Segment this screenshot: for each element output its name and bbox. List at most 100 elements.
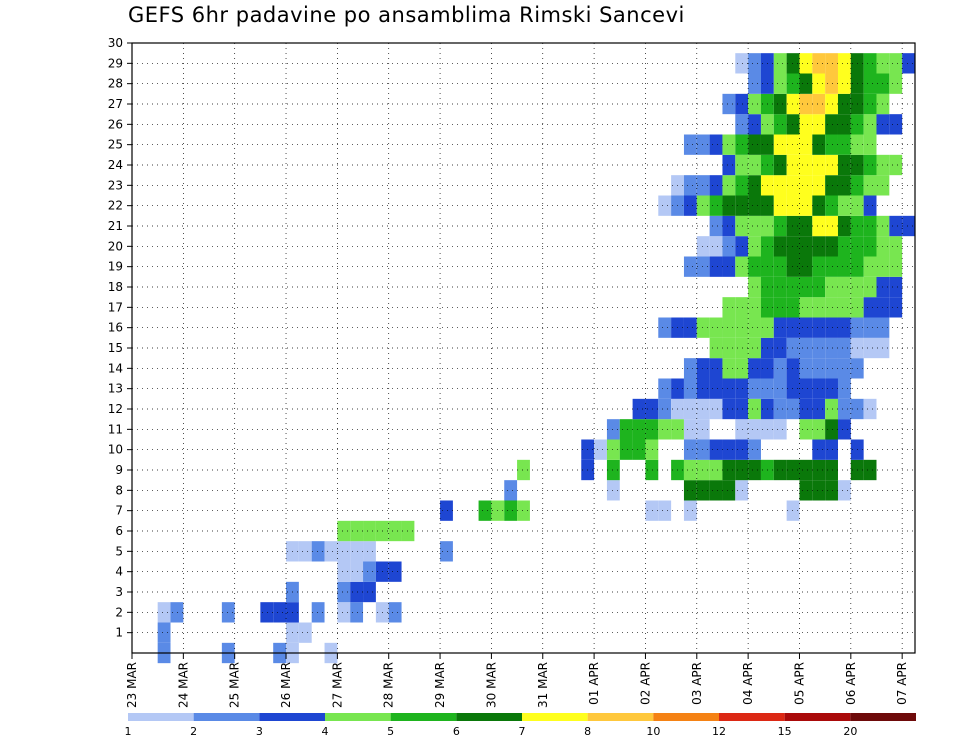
heatmap-cell — [748, 256, 761, 277]
heatmap-cell — [683, 378, 697, 399]
heatmap-cell — [889, 297, 903, 318]
y-tick-label: 20 — [108, 239, 123, 253]
heatmap-cell — [683, 500, 697, 521]
legend-swatch — [850, 713, 916, 721]
heatmap-cell — [889, 73, 903, 94]
heatmap-cell — [863, 276, 877, 298]
legend-swatch — [259, 713, 325, 721]
heatmap-cell — [311, 541, 325, 562]
heatmap-cell — [683, 256, 697, 277]
heatmap-cell — [786, 297, 800, 318]
x-tick-label: 27 MAR — [330, 662, 344, 708]
heatmap-cell — [799, 358, 813, 379]
heatmap-cell — [812, 195, 826, 216]
heatmap-cell — [863, 256, 877, 277]
heatmap-cell — [709, 236, 723, 257]
heatmap-cell — [388, 520, 402, 542]
x-tick-label: 29 MAR — [433, 662, 447, 708]
heatmap-cell — [837, 195, 851, 216]
heatmap-cell — [324, 541, 338, 562]
heatmap-cell — [812, 175, 826, 196]
heatmap-cell — [735, 236, 749, 257]
heatmap-cell — [786, 53, 800, 74]
heatmap-cell — [337, 561, 351, 582]
heatmap-cell — [735, 114, 749, 135]
heatmap-cell — [709, 378, 723, 399]
heatmap-cell — [337, 520, 351, 542]
heatmap-cell — [735, 297, 749, 318]
heatmap-cell — [773, 195, 787, 216]
heatmap-cell — [388, 561, 402, 582]
x-tick-label: 05 APR — [792, 662, 806, 705]
heatmap-cell — [863, 459, 877, 481]
heatmap-cell — [812, 398, 826, 420]
x-tick-label: 04 APR — [741, 662, 755, 705]
heatmap-cell — [889, 236, 903, 257]
heatmap-cell — [709, 256, 723, 277]
heatmap-cell — [722, 256, 736, 277]
heatmap-cell — [748, 317, 761, 338]
heatmap-cell — [812, 154, 826, 176]
heatmap-cell — [298, 541, 312, 562]
x-tick-label: 30 MAR — [484, 662, 498, 708]
heatmap-cell — [709, 175, 723, 196]
heatmap-cell — [773, 256, 787, 277]
heatmap-cell — [837, 154, 851, 176]
y-axis: 1234567891011121314151617181920212223242… — [108, 36, 132, 640]
heatmap-cell — [825, 398, 838, 420]
heatmap-cell — [748, 114, 761, 135]
heatmap-cell — [157, 602, 171, 623]
heatmap-cell — [825, 215, 838, 237]
heatmap-cell — [748, 378, 761, 399]
heatmap-cell — [812, 297, 826, 318]
heatmap-cell — [748, 337, 761, 359]
heatmap-cell — [722, 134, 736, 155]
heatmap-cell — [696, 419, 710, 440]
heatmap-cell — [863, 317, 877, 338]
heatmap-cell — [735, 53, 749, 74]
heatmap-cell — [773, 317, 787, 338]
heatmap-cell — [812, 53, 826, 74]
heatmap-cells — [157, 53, 915, 664]
legend-label: 3 — [256, 725, 263, 738]
heatmap-cell — [825, 439, 838, 460]
legend-label: 15 — [778, 725, 792, 738]
legend-label: 5 — [387, 725, 394, 738]
heatmap-cell — [606, 439, 620, 460]
heatmap-cell — [645, 419, 659, 440]
heatmap-cell — [799, 337, 813, 359]
heatmap-cell — [709, 337, 723, 359]
x-tick-label: 01 APR — [587, 662, 601, 705]
heatmap-cell — [773, 215, 787, 237]
heatmap-cell — [825, 317, 838, 338]
heatmap-cell — [645, 500, 659, 521]
y-tick-label: 28 — [108, 77, 123, 91]
x-tick-label: 25 MAR — [228, 662, 242, 708]
heatmap-cell — [748, 154, 761, 176]
heatmap-cell — [837, 337, 851, 359]
heatmap-cell — [594, 439, 607, 460]
heatmap-cell — [363, 520, 376, 542]
heatmap-cell — [696, 134, 710, 155]
heatmap-cell — [812, 256, 826, 277]
heatmap-cell — [799, 93, 813, 115]
heatmap-cell — [619, 439, 633, 460]
heatmap-cell — [350, 561, 364, 582]
heatmap-cell — [709, 459, 723, 481]
heatmap-cell — [606, 459, 620, 481]
heatmap-cell — [902, 215, 915, 237]
heatmap-cell — [863, 134, 877, 155]
heatmap-cell — [722, 317, 736, 338]
heatmap-cell — [170, 602, 184, 623]
heatmap-cell — [735, 419, 749, 440]
heatmap-cell — [722, 236, 736, 257]
chart-title: GEFS 6hr padavine po ansamblima Rimski S… — [128, 3, 685, 27]
heatmap-cell — [683, 398, 697, 420]
heatmap-cell — [825, 175, 838, 196]
legend-swatch — [719, 713, 785, 721]
y-tick-label: 26 — [108, 117, 123, 131]
x-tick-label: 31 MAR — [536, 662, 550, 708]
heatmap-cell — [722, 398, 736, 420]
y-tick-label: 15 — [108, 341, 123, 355]
heatmap-cell — [298, 622, 312, 643]
